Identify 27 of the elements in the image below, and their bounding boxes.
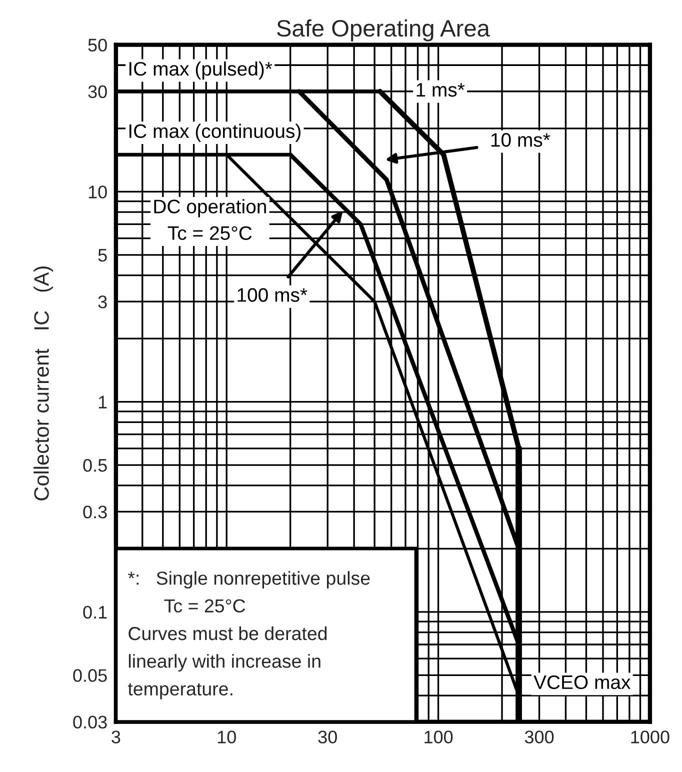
x-tick-label: 3 bbox=[112, 730, 120, 744]
y-tick-label: 5 bbox=[98, 249, 107, 262]
series-label: IC max (continuous) bbox=[129, 124, 300, 142]
series-label: VCEO max bbox=[534, 675, 631, 690]
series-label: IC max (pulsed)* bbox=[129, 61, 272, 80]
y-tick-label: 0.3 bbox=[83, 506, 107, 518]
y-tick-label: 1 bbox=[98, 396, 107, 408]
text: 100 ms* bbox=[238, 288, 308, 302]
y-tick-label: 30 bbox=[88, 85, 107, 98]
series-label: 1 ms* bbox=[416, 83, 465, 97]
y-tick-label: 0.03 bbox=[73, 716, 107, 729]
chart-title: Safe Operating Area bbox=[277, 19, 490, 42]
x-tick-label: 30 bbox=[318, 730, 337, 744]
x-tick-label: 300 bbox=[524, 730, 554, 744]
series-label: DC operation Tc = 25°C bbox=[154, 199, 266, 240]
y-tick-label: 0.1 bbox=[83, 606, 107, 619]
y-tick-label: 50 bbox=[88, 38, 107, 52]
x-tick-label: 100 bbox=[424, 730, 453, 744]
annotation: *: Single nonrepetitive pulse Tc = 25°C Curves must be derated linearly with increase in temperature. bbox=[128, 571, 370, 700]
y-tick-label: 0.5 bbox=[83, 458, 107, 472]
x-tick-label: 1000 bbox=[631, 730, 670, 744]
legend-label: 10 ms* bbox=[491, 133, 550, 147]
y-axis-title: Collector current IC (A) bbox=[34, 266, 54, 500]
y-tick-label: 3 bbox=[98, 295, 107, 308]
x-tick-label: 10 bbox=[218, 730, 236, 744]
y-tick-label: 0.05 bbox=[73, 669, 107, 682]
y-tick-label: 10 bbox=[88, 186, 107, 198]
